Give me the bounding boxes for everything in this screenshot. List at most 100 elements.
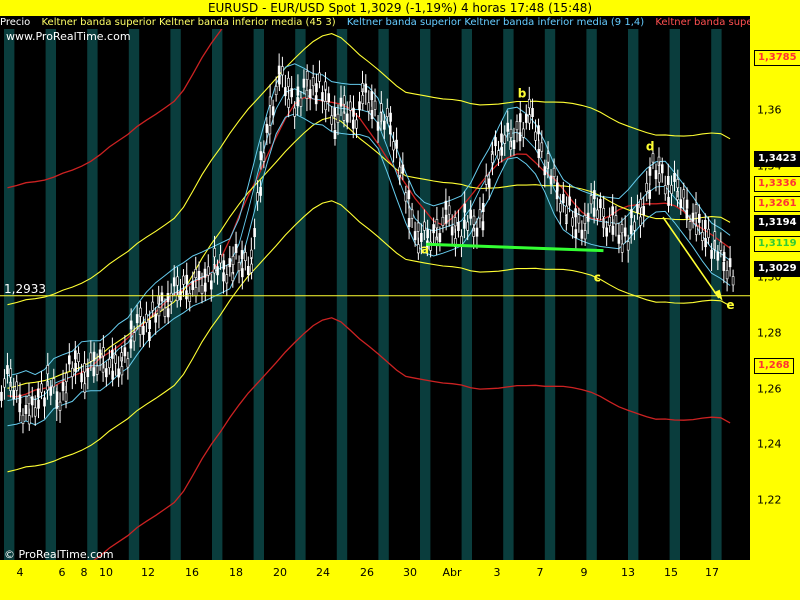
candle-body xyxy=(318,72,321,82)
candle-body xyxy=(241,268,244,278)
candle-body xyxy=(216,266,219,276)
candle-body xyxy=(333,130,337,139)
candle-body xyxy=(142,325,145,335)
candle-body xyxy=(126,358,130,368)
candle-body xyxy=(305,70,309,80)
candle-body xyxy=(552,167,556,177)
candle-body xyxy=(262,152,266,162)
candle-body xyxy=(500,146,504,156)
candle-body xyxy=(657,173,661,183)
candle-body xyxy=(74,362,77,372)
candle-body xyxy=(608,216,611,226)
candle-body xyxy=(250,263,253,273)
candle-body xyxy=(265,123,269,133)
candle-body xyxy=(324,101,328,111)
x-tick-label: Abr xyxy=(442,566,462,579)
candle-body xyxy=(333,107,337,117)
candle-body xyxy=(77,353,80,362)
candle-body xyxy=(559,203,562,213)
candle-body xyxy=(478,209,482,219)
candle-body xyxy=(626,241,630,251)
candle-body xyxy=(528,114,531,124)
candle-body xyxy=(327,93,331,103)
candle-body xyxy=(157,307,161,317)
y-tick-label: 1,26 xyxy=(757,382,782,396)
session-stripe xyxy=(628,29,639,560)
candle-body xyxy=(707,228,710,238)
candle-body xyxy=(623,227,627,237)
candle-body xyxy=(83,363,86,373)
session-stripe xyxy=(128,29,140,560)
candle-body xyxy=(731,276,735,286)
candle-body xyxy=(139,307,142,317)
candle-body xyxy=(670,184,673,194)
candle-body xyxy=(592,207,596,217)
candle-body xyxy=(583,215,587,224)
candle-body xyxy=(253,228,256,238)
candle-body xyxy=(219,254,222,264)
candle-body xyxy=(527,99,531,109)
candle-body xyxy=(404,192,408,202)
candle-body xyxy=(546,153,550,163)
legend-keltner-9: Keltner banda superior Keltner banda inf… xyxy=(346,17,645,28)
candle-body xyxy=(305,89,309,99)
candle-body xyxy=(423,221,426,231)
candle-body xyxy=(0,391,3,401)
candle-body xyxy=(129,320,133,330)
candle-body xyxy=(728,258,732,268)
candle-body xyxy=(695,225,698,235)
candle-body xyxy=(123,347,127,357)
candle-body xyxy=(185,274,189,284)
candle-body xyxy=(694,204,698,214)
candle-body xyxy=(27,415,31,425)
session-stripe xyxy=(295,29,306,560)
x-axis xyxy=(0,560,800,600)
candle-body xyxy=(65,372,68,382)
candle-body xyxy=(21,414,25,424)
support-line xyxy=(426,242,604,253)
candle-body xyxy=(596,209,599,219)
candle-body xyxy=(515,121,519,131)
candle-body xyxy=(287,98,290,108)
y-tick-label: 1,22 xyxy=(757,493,782,507)
candle-body xyxy=(58,401,62,411)
price-tag: 1,268 xyxy=(754,358,794,375)
candle-body xyxy=(352,107,355,117)
candle-body xyxy=(61,382,65,392)
x-tick-label: 6 xyxy=(58,566,66,579)
price-tag: 1,3194 xyxy=(754,215,800,232)
arrow-line xyxy=(662,216,720,299)
wave-label-a: a xyxy=(421,242,429,256)
candle-body xyxy=(663,185,667,195)
candle-body xyxy=(80,373,83,383)
candle-body xyxy=(268,125,272,135)
chart-title-bar: EURUSD - EUR/USD Spot 1,3029 (-1,19%) 4 … xyxy=(0,0,800,16)
candle-body xyxy=(710,249,713,259)
candle-body xyxy=(673,172,676,182)
candle-body xyxy=(420,232,423,242)
candle-body xyxy=(342,95,346,105)
y-tick-label: 1,24 xyxy=(757,437,782,451)
candle-body xyxy=(281,66,284,76)
session-stripe xyxy=(586,29,597,560)
session-stripe xyxy=(503,29,514,560)
x-tick-label: 12 xyxy=(141,566,155,579)
candle-body xyxy=(169,292,173,302)
candle-body xyxy=(358,101,361,111)
candle-body xyxy=(444,214,448,224)
candle-body xyxy=(651,153,655,163)
candle-body xyxy=(24,404,28,414)
candle-body xyxy=(537,125,540,135)
candle-body xyxy=(197,270,201,280)
candle-body xyxy=(308,89,312,99)
candle-body xyxy=(556,182,559,192)
candle-body xyxy=(589,195,593,205)
candle-body xyxy=(537,148,541,158)
indicator-legend: Precio Keltner banda superior Keltner ba… xyxy=(0,16,750,29)
candle-body xyxy=(682,189,686,199)
candle-body xyxy=(429,241,432,251)
candle-body xyxy=(562,194,565,204)
candle-body xyxy=(380,103,383,113)
x-tick-label: 10 xyxy=(99,566,113,579)
candle-body xyxy=(636,204,639,214)
